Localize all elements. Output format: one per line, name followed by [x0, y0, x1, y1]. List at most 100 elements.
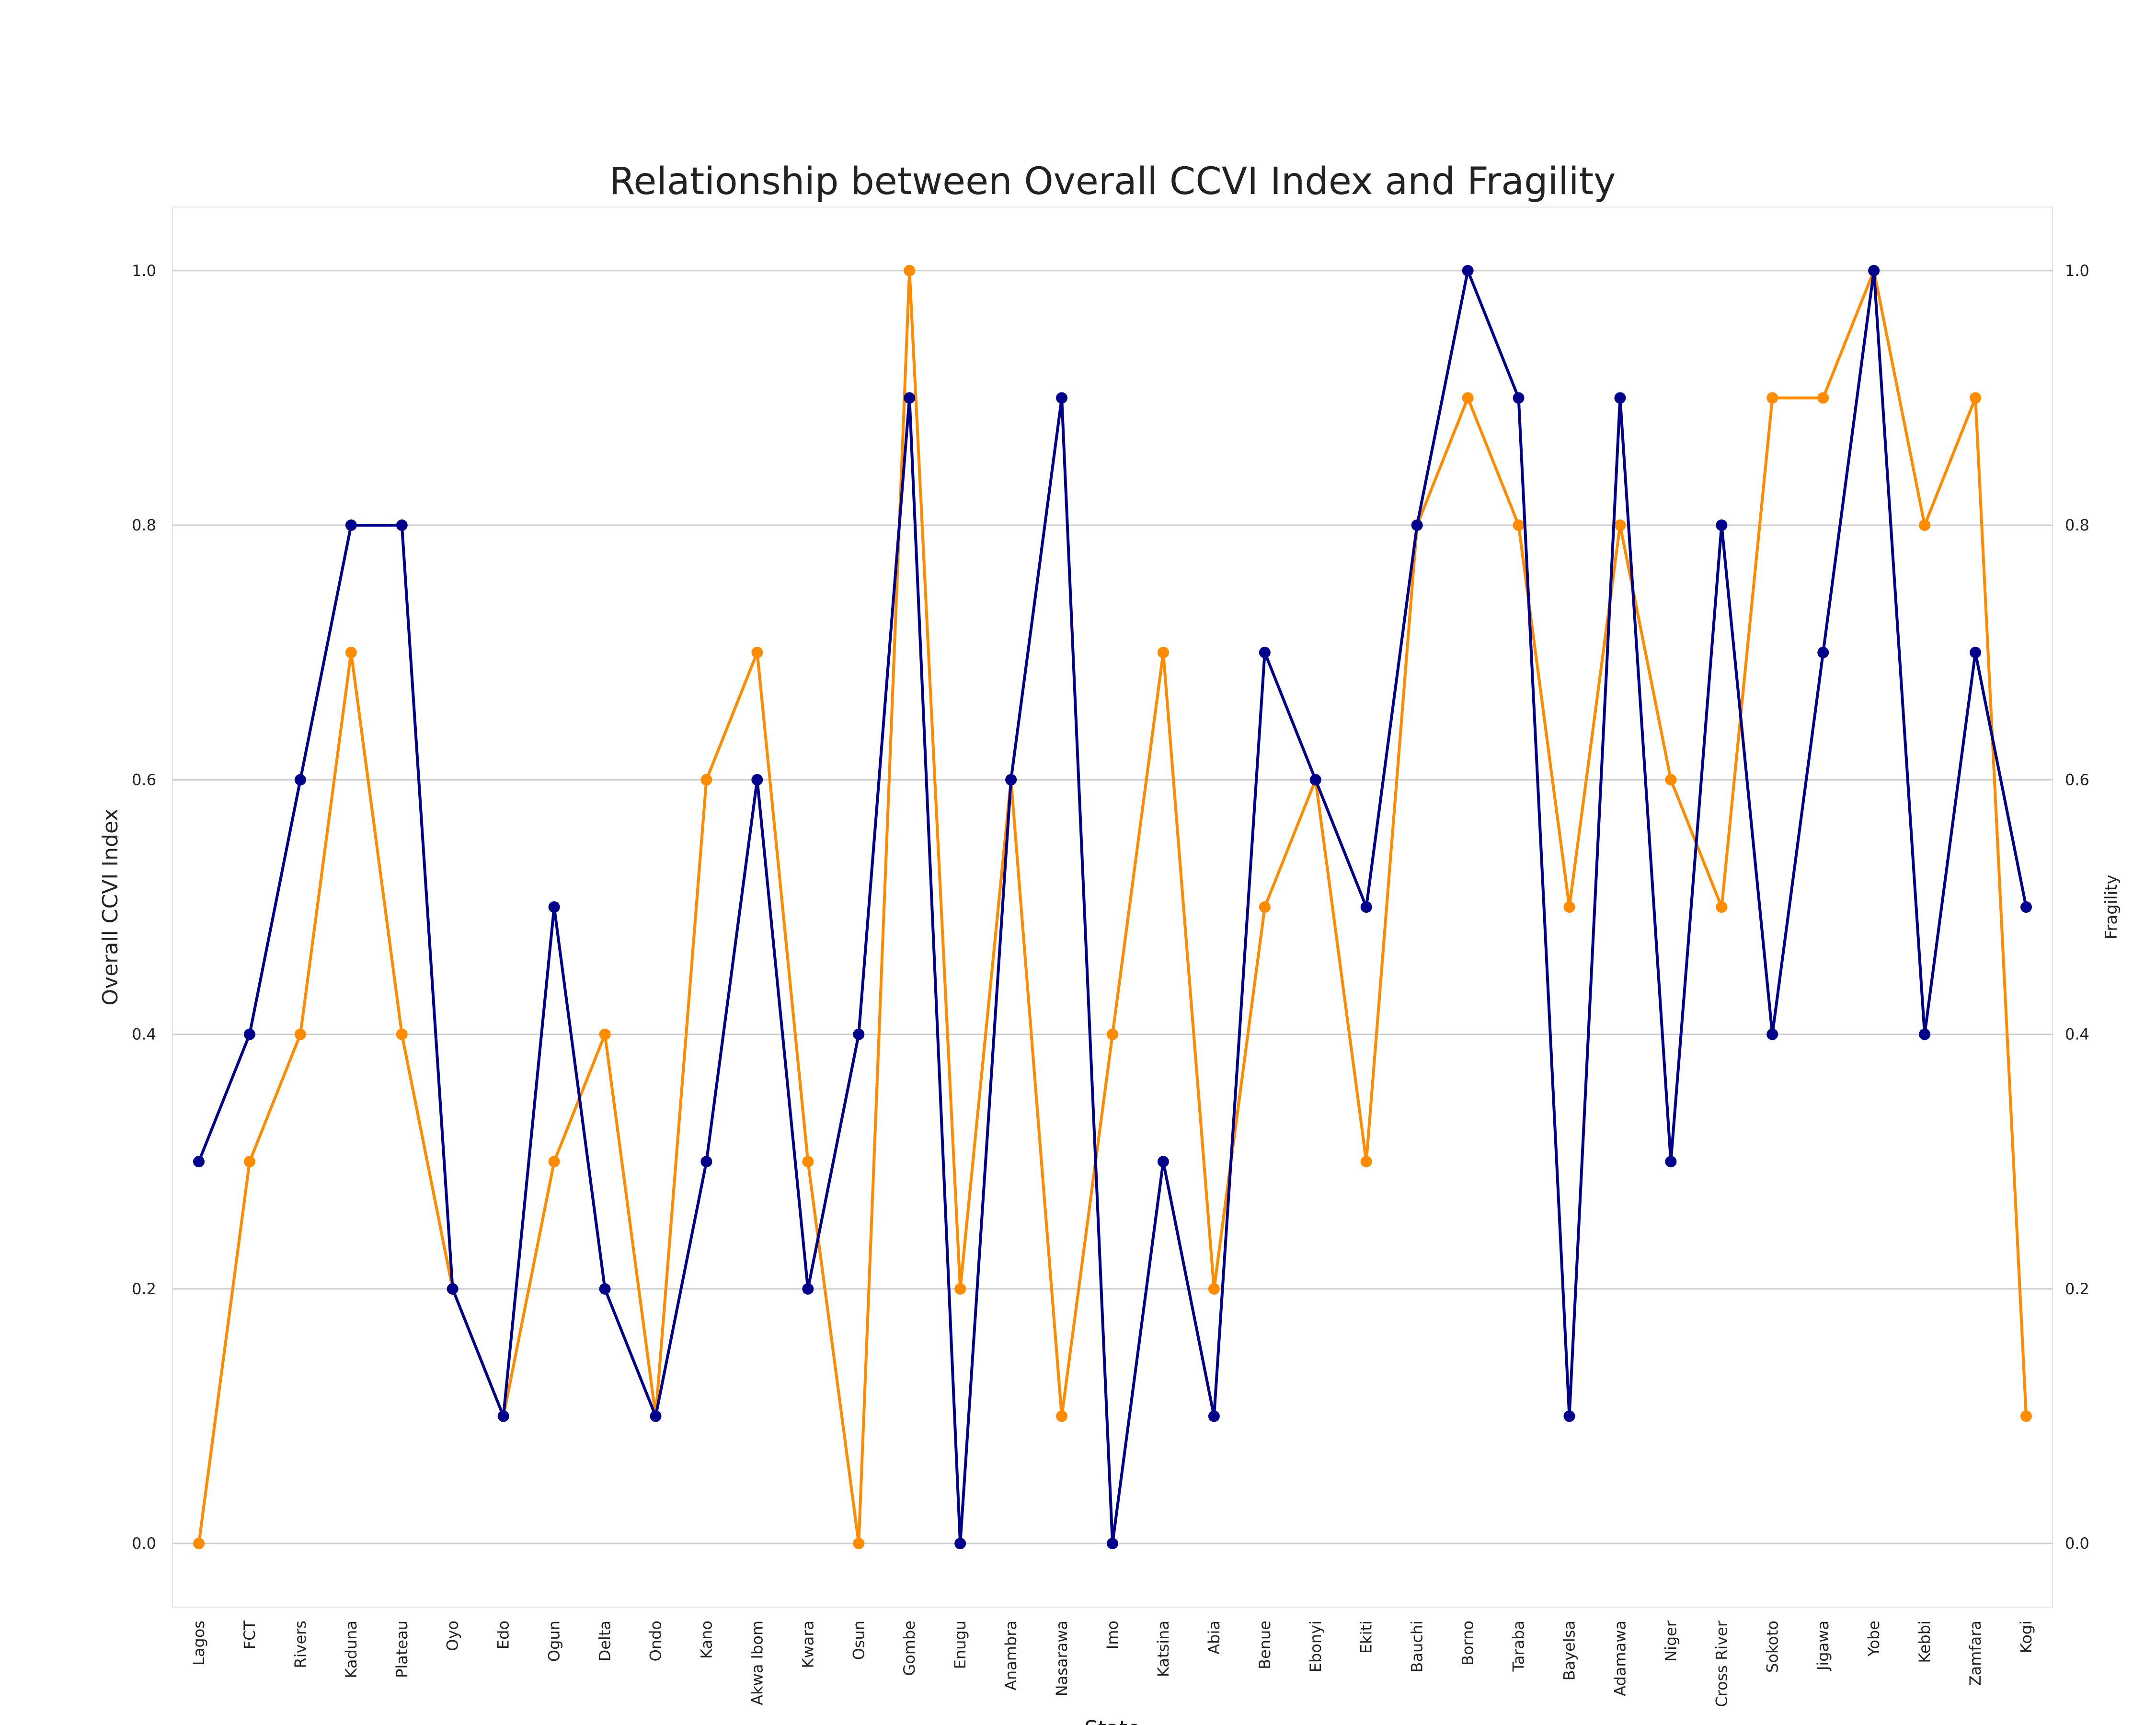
data-point — [193, 1538, 205, 1550]
x-tick-label: Imo — [1103, 1621, 1122, 1649]
x-tick-label: Nasarawa — [1053, 1621, 1071, 1696]
data-point — [802, 1283, 814, 1295]
data-point — [1766, 392, 1778, 404]
data-point — [1919, 1028, 1931, 1040]
data-point — [1563, 1410, 1575, 1422]
data-point — [1716, 901, 1728, 913]
data-point — [1614, 519, 1626, 531]
data-point — [1259, 901, 1271, 913]
data-point — [700, 774, 712, 786]
data-point — [1157, 646, 1169, 658]
y-tick-label: 1.0 — [132, 262, 156, 280]
data-point — [1107, 1538, 1118, 1550]
data-point — [650, 1410, 662, 1422]
data-point — [1360, 901, 1372, 913]
y2-tick-label: 0.8 — [2065, 516, 2089, 534]
x-tick-label: Kwara — [799, 1621, 817, 1668]
y-tick-label: 0.4 — [132, 1025, 156, 1044]
x-tick-label: Delta — [596, 1621, 614, 1661]
data-point — [1513, 392, 1525, 404]
data-point — [1716, 519, 1728, 531]
data-point — [1817, 392, 1829, 404]
data-point — [599, 1283, 611, 1295]
data-point — [1868, 264, 1880, 276]
y-tick-label: 0.8 — [132, 516, 156, 534]
x-tick-label: Niger — [1662, 1620, 1680, 1662]
data-point — [1766, 1028, 1778, 1040]
x-axis-label: State — [1085, 1716, 1140, 1725]
data-point — [1919, 519, 1931, 531]
grid — [172, 270, 2053, 1544]
x-tick-label: Edo — [494, 1621, 513, 1649]
data-point — [1259, 646, 1271, 658]
data-point — [1208, 1410, 1220, 1422]
x-tick-label: Anambra — [1002, 1621, 1020, 1690]
data-point — [548, 1156, 560, 1168]
data-point — [1411, 519, 1423, 531]
data-point — [954, 1283, 966, 1295]
data-point — [1817, 646, 1829, 658]
y2-tick-label: 1.0 — [2065, 262, 2089, 280]
data-point — [1462, 264, 1474, 276]
data-point — [1056, 1410, 1068, 1422]
x-axis: Lagos FCT Rivers Kaduna Plateau Oyo Edo Ogun Del… — [190, 1620, 2035, 1707]
data-point — [1462, 392, 1474, 404]
data-point — [1563, 901, 1575, 913]
data-point — [1360, 1156, 1372, 1168]
data-point — [345, 519, 357, 531]
data-point — [2020, 901, 2032, 913]
data-point — [954, 1538, 966, 1550]
data-point — [802, 1156, 814, 1168]
x-tick-label: Ogun — [545, 1621, 563, 1662]
data-point — [345, 646, 357, 658]
data-point — [1513, 519, 1525, 531]
data-point — [243, 1028, 255, 1040]
x-tick-label: Akwa Ibom — [748, 1621, 766, 1705]
data-point — [1056, 392, 1068, 404]
x-tick-label: Taraba — [1510, 1621, 1528, 1672]
data-point — [904, 392, 916, 404]
left-axis: 0.0 0.2 0.4 0.6 0.8 1.0 — [132, 262, 156, 1552]
x-tick-label: Adamawa — [1611, 1621, 1629, 1696]
data-point — [1208, 1283, 1220, 1295]
x-tick-label: Cross River — [1712, 1620, 1731, 1707]
x-tick-label: Kebbi — [1915, 1621, 1934, 1663]
x-tick-label: Kano — [697, 1621, 715, 1659]
data-point — [1107, 1028, 1118, 1040]
right-axis: 0.0 0.2 0.4 0.6 0.8 1.0 — [2065, 262, 2089, 1552]
data-point — [1309, 774, 1321, 786]
data-point — [447, 1283, 459, 1295]
data-point — [904, 264, 916, 276]
data-point — [700, 1156, 712, 1168]
x-tick-label: Kaduna — [342, 1621, 360, 1679]
x-tick-label: Bayelsa — [1560, 1621, 1579, 1680]
data-point — [1970, 646, 1982, 658]
data-point — [548, 901, 560, 913]
data-point — [751, 774, 763, 786]
series-layer — [193, 264, 2032, 1550]
x-tick-label: Sokoto — [1763, 1621, 1781, 1673]
x-tick-label: Ondo — [647, 1621, 665, 1661]
x-tick-label: Enugu — [951, 1621, 969, 1669]
x-tick-label: Rivers — [291, 1621, 310, 1668]
data-point — [853, 1028, 865, 1040]
x-tick-label: Ekiti — [1357, 1621, 1376, 1654]
x-tick-label: Benue — [1256, 1621, 1274, 1669]
data-point — [1157, 1156, 1169, 1168]
data-point — [1665, 1156, 1677, 1168]
x-tick-label: Jigawa — [1814, 1621, 1832, 1671]
x-tick-label: Lagos — [190, 1621, 208, 1666]
y2-axis-label: Fragility — [2102, 874, 2121, 939]
data-point — [294, 774, 306, 786]
data-point — [243, 1156, 255, 1168]
x-tick-label: Katsina — [1154, 1621, 1172, 1677]
x-tick-label: FCT — [241, 1621, 259, 1650]
x-tick-label: Oyo — [444, 1621, 462, 1651]
chart-title: Relationship between Overall CCVI Index … — [609, 160, 1616, 203]
x-tick-label: Ebonyi — [1307, 1621, 1325, 1672]
y-tick-label: 0.6 — [132, 770, 156, 789]
x-tick-label: Yobe — [1865, 1621, 1883, 1657]
y2-tick-label: 0.0 — [2065, 1534, 2089, 1552]
y-tick-label: 0.2 — [132, 1280, 156, 1298]
